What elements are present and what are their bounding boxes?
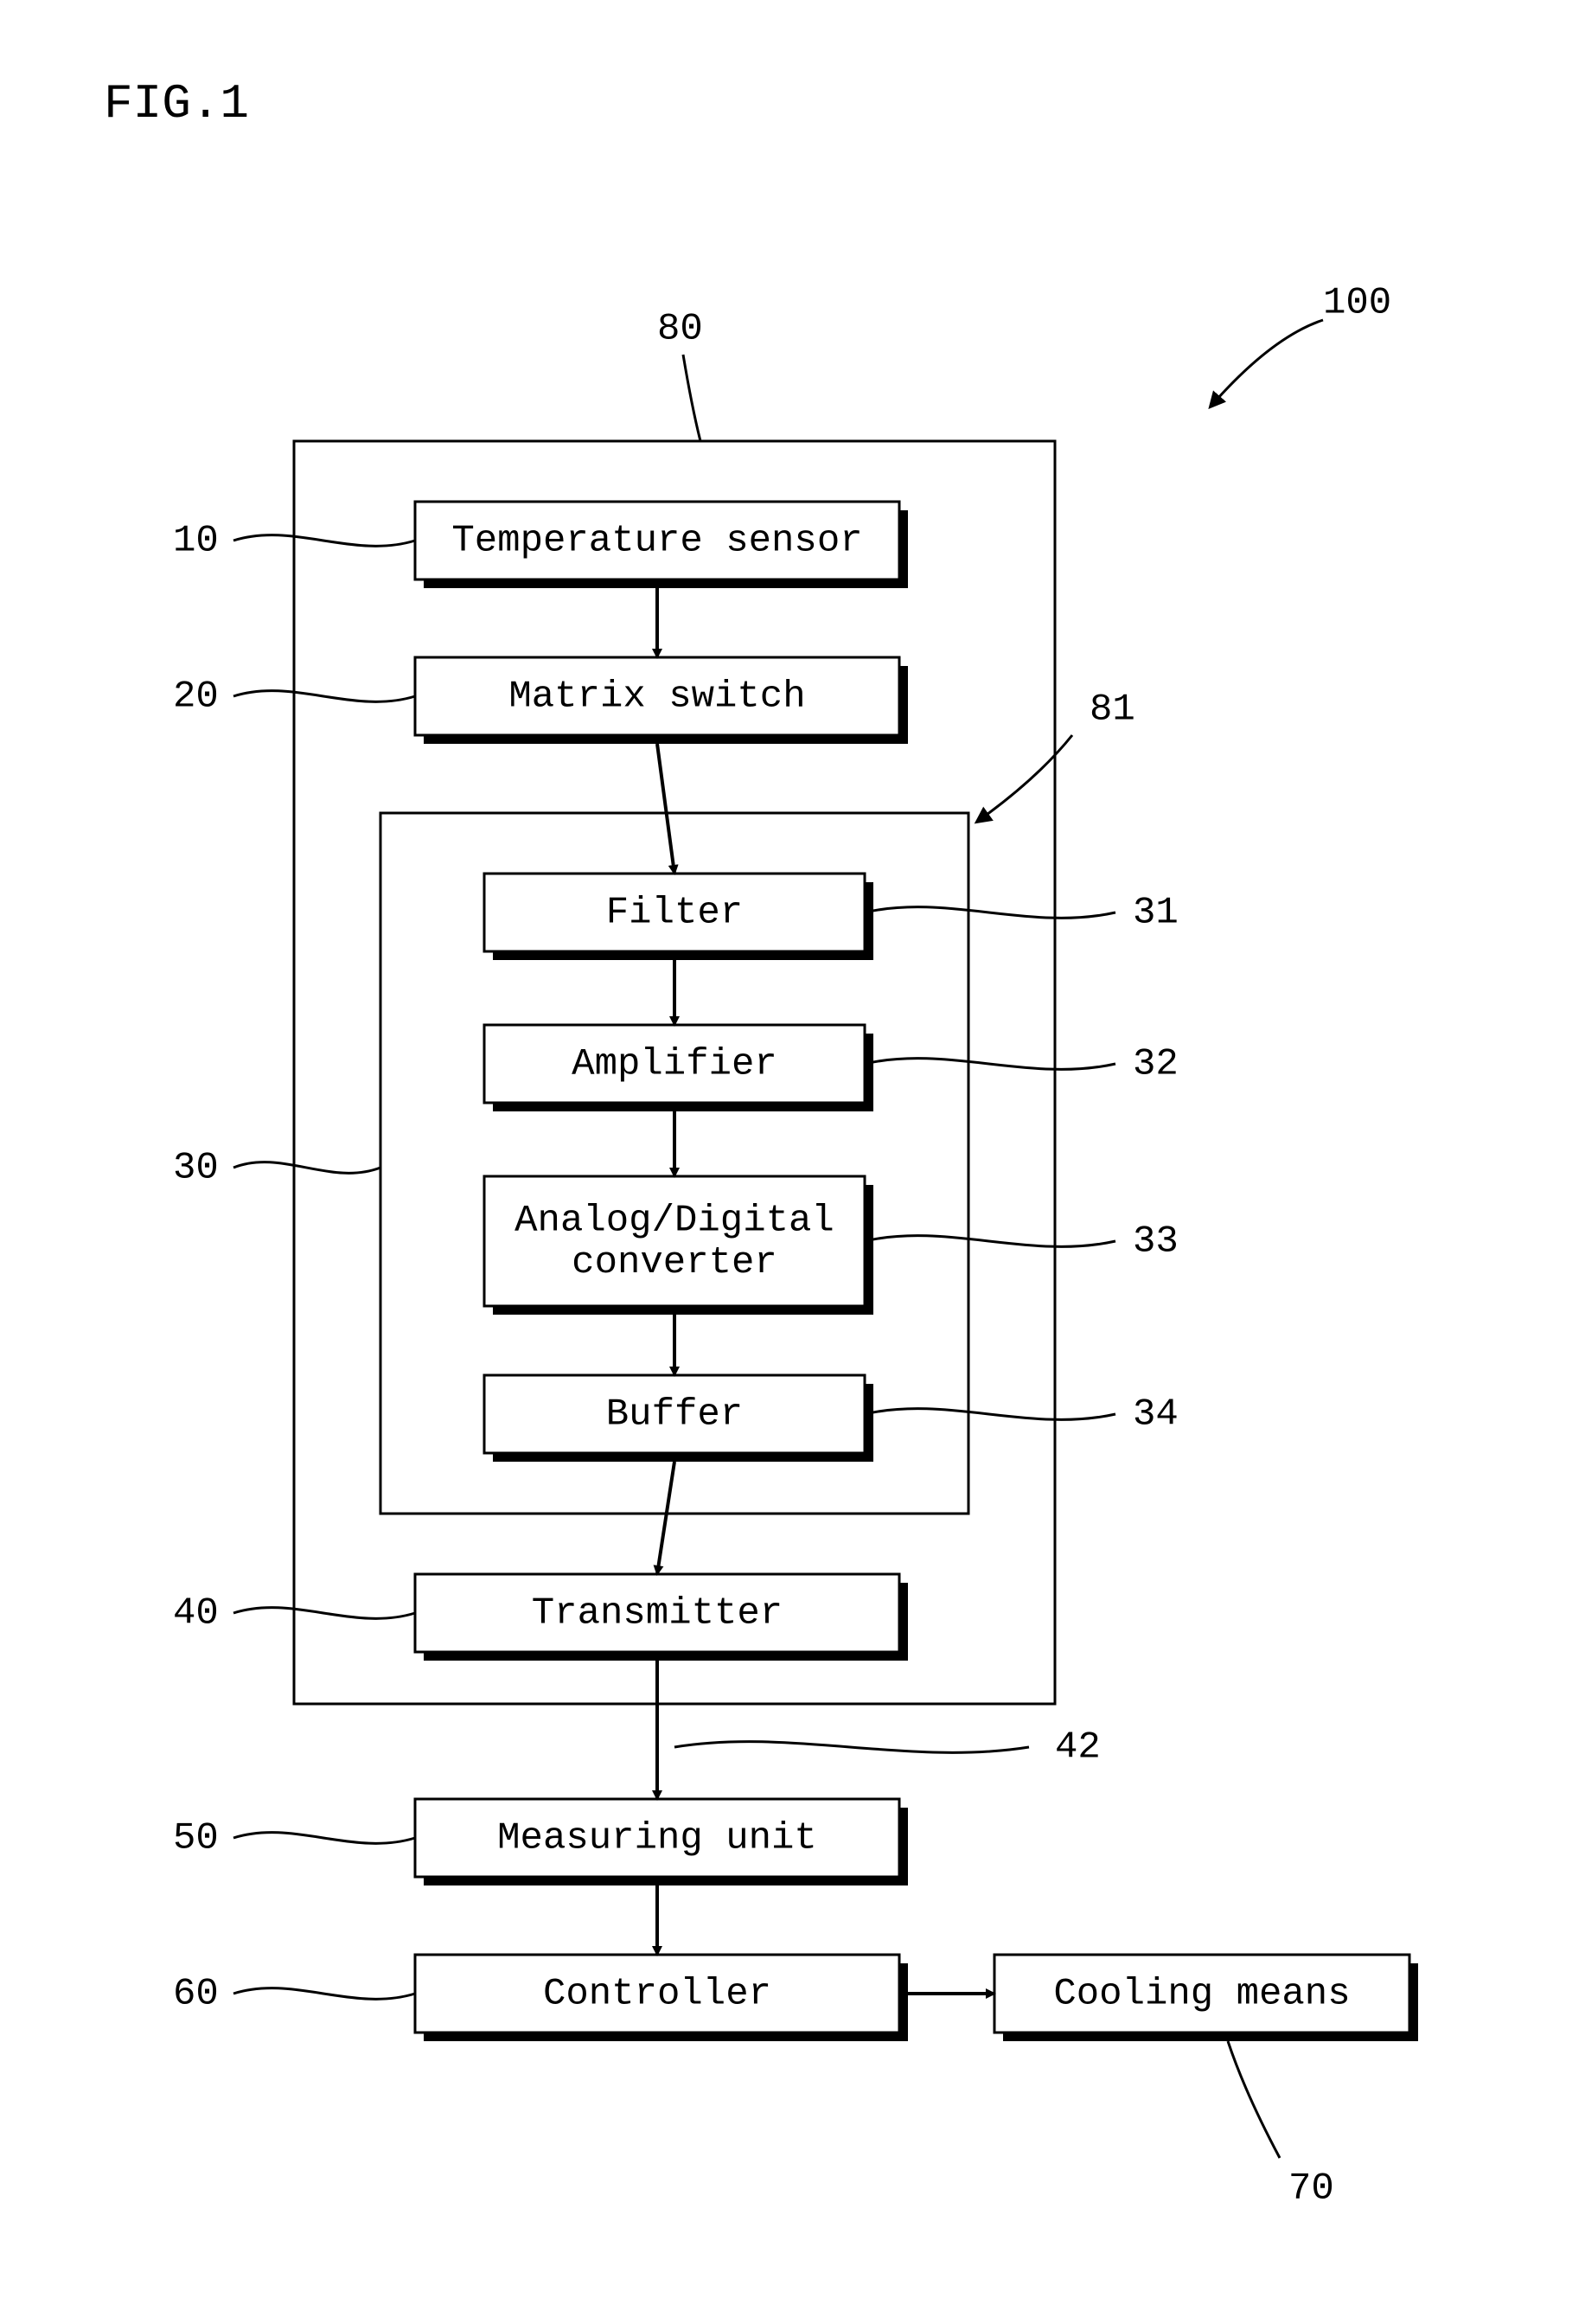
adc-label-1: Analog/Digital bbox=[514, 1199, 834, 1242]
leader-70 bbox=[1228, 2041, 1280, 2158]
controller-label: Controller bbox=[543, 1973, 771, 2016]
leader-81 bbox=[977, 735, 1072, 822]
leader-31 bbox=[865, 907, 1115, 919]
ref-label-20: 20 bbox=[173, 675, 219, 719]
ref-label-100: 100 bbox=[1323, 282, 1391, 325]
ref-label-60: 60 bbox=[173, 1973, 219, 2016]
measuring_unit-label: Measuring unit bbox=[497, 1817, 817, 1860]
leader-100 bbox=[1211, 320, 1323, 407]
leader-34 bbox=[865, 1409, 1115, 1420]
arrow-matrix_switch-to-filter bbox=[657, 744, 674, 874]
ref-label-42: 42 bbox=[1055, 1726, 1101, 1770]
leader-20 bbox=[233, 691, 415, 702]
leader-33 bbox=[865, 1236, 1115, 1247]
leader-40 bbox=[233, 1608, 415, 1619]
ref-label-10: 10 bbox=[173, 520, 219, 563]
ref-label-30: 30 bbox=[173, 1147, 219, 1190]
ref-label-50: 50 bbox=[173, 1817, 219, 1860]
matrix_switch-label: Matrix switch bbox=[508, 675, 805, 719]
ref-label-33: 33 bbox=[1133, 1220, 1179, 1264]
leader-42 bbox=[674, 1742, 1029, 1753]
leader-60 bbox=[233, 1988, 415, 2000]
block-diagram: FIG.1 Temperature sensor Matrix switch Filt… bbox=[0, 0, 1585, 2324]
temp_sensor-label: Temperature sensor bbox=[451, 520, 862, 563]
leader-50 bbox=[233, 1833, 415, 1844]
ref-label-34: 34 bbox=[1133, 1393, 1179, 1437]
filter-label: Filter bbox=[606, 892, 743, 935]
ref-label-70: 70 bbox=[1288, 2167, 1334, 2211]
leader-80 bbox=[683, 355, 700, 441]
arrow-buffer-to-transmitter bbox=[657, 1462, 674, 1574]
amplifier-label: Amplifier bbox=[572, 1043, 777, 1086]
buffer-label: Buffer bbox=[606, 1393, 743, 1437]
ref-label-80: 80 bbox=[657, 308, 703, 351]
leader-10 bbox=[233, 535, 415, 547]
ref-label-31: 31 bbox=[1133, 892, 1179, 935]
ref-label-81: 81 bbox=[1090, 688, 1135, 732]
adc-label-2: converter bbox=[572, 1241, 777, 1284]
ref-label-32: 32 bbox=[1133, 1043, 1179, 1086]
leader-32 bbox=[865, 1059, 1115, 1070]
figure-label: FIG.1 bbox=[104, 76, 249, 131]
ref-label-40: 40 bbox=[173, 1592, 219, 1636]
leader-30 bbox=[233, 1162, 380, 1174]
cooling_means-label: Cooling means bbox=[1053, 1973, 1350, 2016]
transmitter-label: Transmitter bbox=[532, 1592, 783, 1636]
